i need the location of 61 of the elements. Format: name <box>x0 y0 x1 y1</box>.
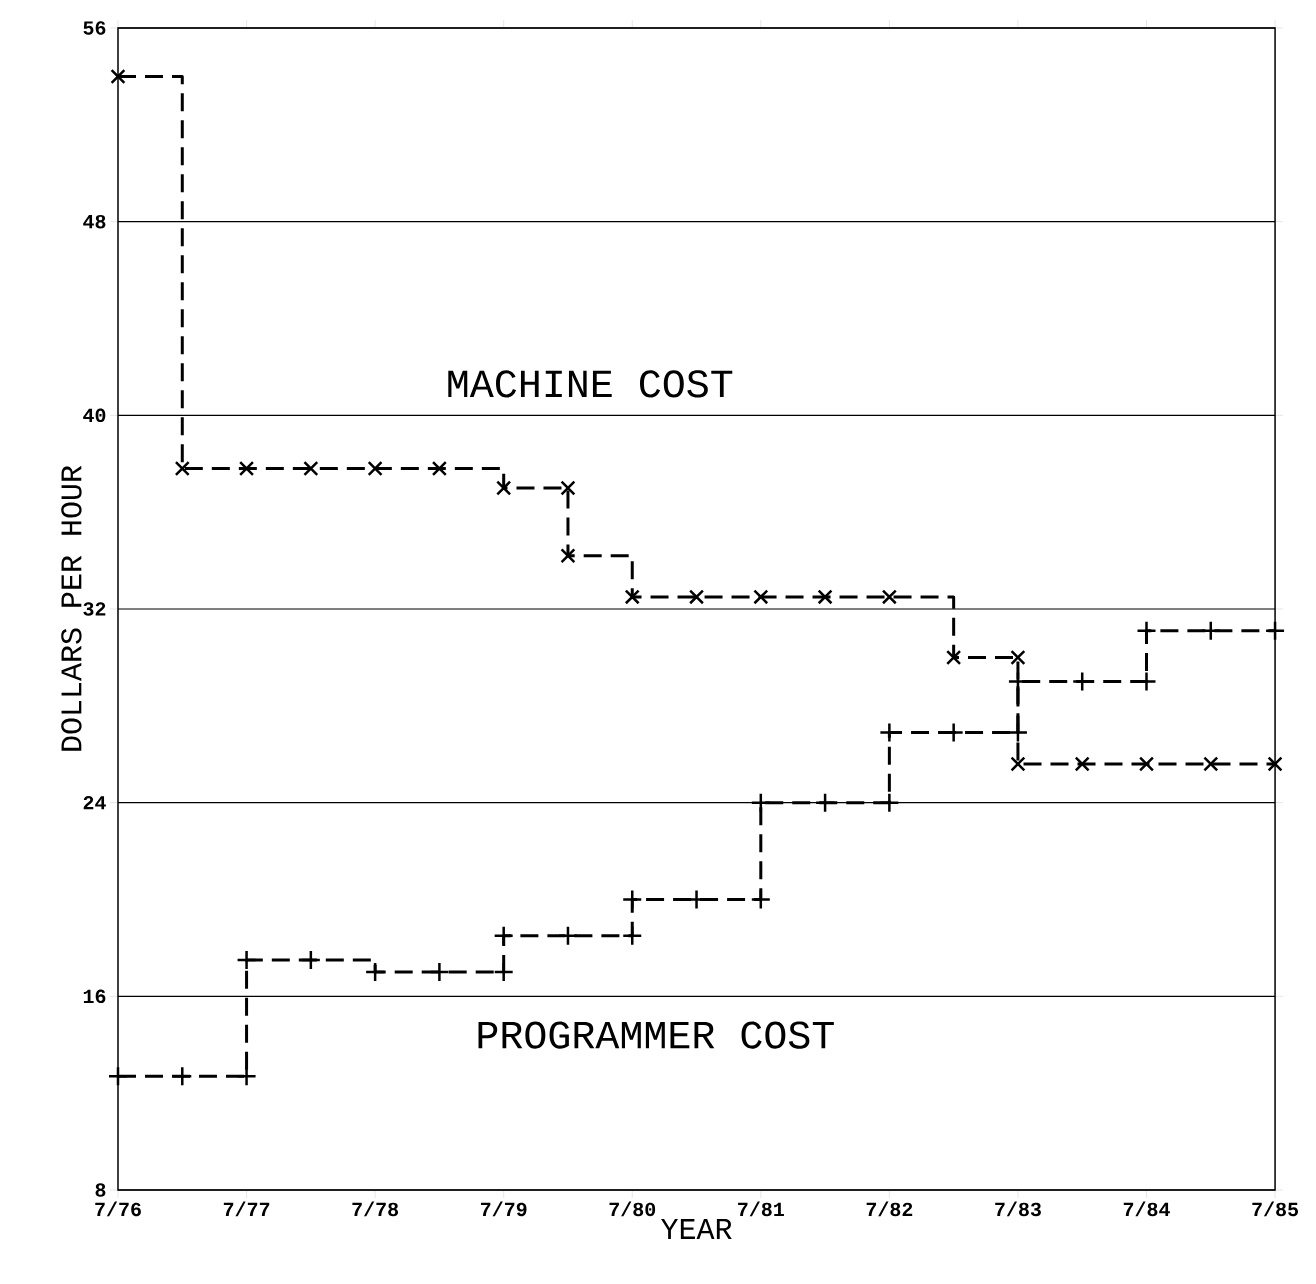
point <box>750 792 772 813</box>
y-tick-label: 16 <box>83 989 106 1004</box>
point <box>496 480 512 496</box>
point <box>172 1065 193 1087</box>
point <box>1007 722 1029 743</box>
point <box>493 961 514 983</box>
point <box>300 949 322 971</box>
series-label: PROGRAMMER COST <box>478 1021 834 1049</box>
point <box>557 925 579 947</box>
point <box>107 1065 129 1087</box>
x-tick-label: 7/83 <box>995 1201 1041 1217</box>
x-axis-title: YEAR <box>661 1219 732 1239</box>
point <box>174 460 190 477</box>
point <box>1010 756 1026 772</box>
point <box>946 649 962 666</box>
x-tick-label: 7/84 <box>1123 1201 1170 1217</box>
point <box>688 589 705 605</box>
point <box>367 460 383 477</box>
point <box>560 480 576 496</box>
point <box>364 961 386 983</box>
point <box>429 961 450 983</box>
point <box>753 589 769 605</box>
y-tick-label: 8 <box>95 1183 106 1197</box>
y-axis-title: DOLLARS PER HOUR <box>61 465 82 751</box>
y-tick-label: 56 <box>83 21 106 35</box>
point <box>493 925 514 947</box>
y-tick-label: 24 <box>83 795 106 810</box>
point <box>817 589 833 605</box>
point <box>622 925 643 947</box>
x-tick-label: 7/81 <box>738 1201 784 1217</box>
x-tick-label: 7/79 <box>480 1201 527 1217</box>
point <box>879 792 900 813</box>
point <box>1200 620 1222 642</box>
point <box>560 548 576 564</box>
x-tick-label: 7/85 <box>1252 1201 1299 1217</box>
x-tick-label: 7/76 <box>95 1201 141 1217</box>
point <box>1203 756 1219 772</box>
point <box>624 589 640 605</box>
y-tick-label: 32 <box>83 602 106 616</box>
point <box>1264 620 1286 642</box>
point <box>814 792 836 813</box>
x-tick-label: 7/78 <box>352 1201 399 1217</box>
point <box>622 889 643 910</box>
point <box>236 949 257 971</box>
point <box>750 889 772 910</box>
x-tick-label: 7/82 <box>866 1201 913 1217</box>
point <box>1074 756 1090 772</box>
point <box>110 68 126 85</box>
point <box>431 460 448 477</box>
x-tick-label: 7/77 <box>223 1201 270 1217</box>
y-tick-label: 40 <box>83 408 106 423</box>
point <box>881 589 897 605</box>
point <box>1267 756 1283 772</box>
point <box>236 1065 257 1087</box>
series-label: MACHINE COST <box>448 370 733 398</box>
point <box>303 460 319 477</box>
x-tick-label: 7/80 <box>609 1201 656 1217</box>
y-tick-label: 48 <box>83 214 106 229</box>
point <box>1010 649 1026 666</box>
point <box>238 460 255 477</box>
point <box>1138 756 1155 772</box>
